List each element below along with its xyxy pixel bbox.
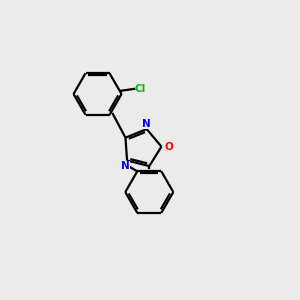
Text: N: N xyxy=(121,161,129,171)
Text: N: N xyxy=(142,118,151,129)
Text: O: O xyxy=(164,142,173,152)
Text: Cl: Cl xyxy=(135,84,146,94)
